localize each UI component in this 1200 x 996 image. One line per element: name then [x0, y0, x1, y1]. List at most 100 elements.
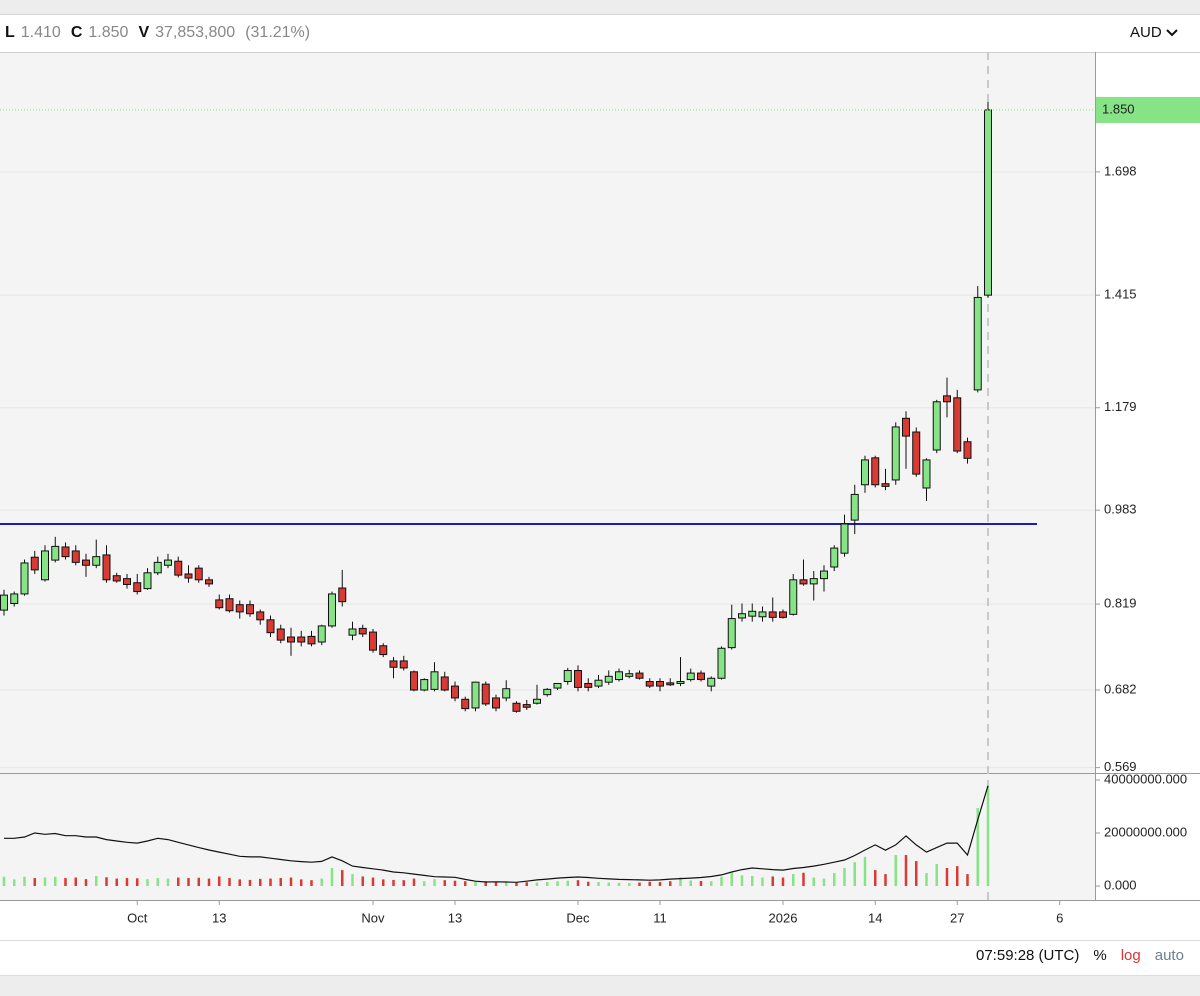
candle-body: [81, 559, 90, 566]
candle-body: [174, 560, 183, 576]
candle-body: [707, 677, 716, 687]
volume-bar: [843, 867, 846, 887]
volume-bar: [64, 878, 67, 887]
candle-body: [348, 628, 357, 636]
candle-body: [778, 611, 787, 618]
volume-bar: [740, 875, 744, 887]
chevron: [1165, 28, 1178, 36]
candle-body: [686, 672, 695, 681]
volume-bar: [556, 881, 559, 887]
candle-body: [932, 401, 941, 451]
ohlc-value: 1.850: [88, 24, 129, 41]
x-tick-label: 13: [212, 910, 226, 925]
x-tick-label: 6: [1056, 910, 1063, 925]
candle-body: [666, 682, 675, 686]
candle-body: [676, 681, 685, 684]
volume-bar: [863, 856, 867, 887]
volume-bar: [156, 878, 159, 887]
candle-body: [307, 635, 316, 645]
volume-bar: [207, 878, 211, 887]
currency[interactable]: AUD: [1130, 24, 1162, 41]
y-tick-label: 1.415: [1104, 287, 1137, 302]
currency-selector[interactable]: AUD: [1130, 24, 1178, 41]
volume-bar: [361, 876, 364, 887]
candle-body: [922, 459, 931, 489]
volume-bar: [679, 877, 682, 887]
volume-bar: [422, 881, 426, 887]
volume-bar: [74, 877, 77, 887]
candle-body: [696, 672, 705, 681]
scale-button[interactable]: log: [1120, 946, 1141, 964]
candle-body: [471, 681, 480, 709]
candle-body: [830, 547, 839, 568]
candle-body: [102, 554, 111, 581]
volume-bar: [176, 877, 180, 887]
volume-bar: [217, 876, 221, 887]
candle-body: [368, 631, 377, 651]
candle-body: [748, 610, 757, 617]
volume-bar: [443, 880, 446, 887]
candle-body: [194, 567, 203, 581]
candle-body: [163, 559, 172, 566]
candle-body: [0, 594, 8, 611]
x-tick-label: 11: [653, 910, 667, 925]
volume-bar: [484, 881, 487, 887]
volume-bar: [135, 878, 139, 887]
volume-bar: [966, 874, 969, 887]
candle-body: [543, 688, 552, 696]
volume-bar: [320, 878, 323, 887]
volume-bar: [566, 880, 569, 887]
volume-bar: [720, 876, 723, 887]
x-tick-label: 2026: [769, 910, 798, 925]
ohlc-value: 1.410: [20, 24, 61, 41]
candle-body: [953, 397, 962, 452]
volume-bar: [197, 877, 200, 887]
candle-body: [799, 579, 808, 585]
volume-bar: [515, 882, 518, 887]
scale-button[interactable]: auto: [1154, 946, 1184, 964]
volume-bar: [761, 877, 764, 887]
volume-bar: [689, 880, 692, 887]
change: (31.21%): [245, 24, 311, 41]
candle-body: [881, 483, 890, 487]
x-tick-label: Nov: [361, 910, 385, 925]
candle-body: [625, 673, 634, 677]
volume-tick-label: 0.000: [1104, 877, 1137, 892]
candle-body: [737, 613, 746, 619]
candle-body: [358, 627, 367, 635]
candle-body: [256, 611, 265, 621]
volume-bar: [586, 881, 590, 887]
volume-bar: [392, 879, 395, 887]
candle-body: [973, 296, 982, 391]
volume-bar: [873, 870, 877, 887]
candle-body: [235, 604, 244, 613]
volume-bar: [576, 880, 580, 887]
volume-bar: [381, 879, 385, 887]
candle-body: [860, 459, 869, 486]
volume-bar: [351, 874, 354, 887]
ohlc-key: L: [5, 24, 15, 41]
candle-body: [963, 441, 972, 459]
candle-body: [20, 562, 29, 595]
candle-body: [983, 109, 992, 296]
candle-body: [327, 593, 336, 627]
candle-body: [481, 683, 490, 705]
volume-bar: [822, 878, 826, 887]
candle-body: [184, 573, 193, 579]
volume-bar: [884, 874, 887, 887]
volume-bar: [43, 877, 47, 887]
volume-bar: [607, 882, 610, 887]
volume-bar: [115, 878, 118, 887]
ohlc-header: L 1.410 C 1.850 V 37,853,800 (31.21%): [5, 22, 310, 44]
plot-bg: [0, 52, 1095, 900]
candle-body: [30, 556, 39, 571]
volume-bar: [525, 882, 528, 887]
y-tick-label: 1.179: [1104, 399, 1137, 414]
candle-body: [122, 578, 131, 585]
volume-bar: [986, 785, 990, 887]
candle-body: [584, 682, 593, 688]
volume-bar: [125, 878, 129, 887]
candle-body: [276, 628, 285, 641]
candle-body: [912, 431, 921, 475]
scale-button[interactable]: %: [1093, 946, 1107, 964]
